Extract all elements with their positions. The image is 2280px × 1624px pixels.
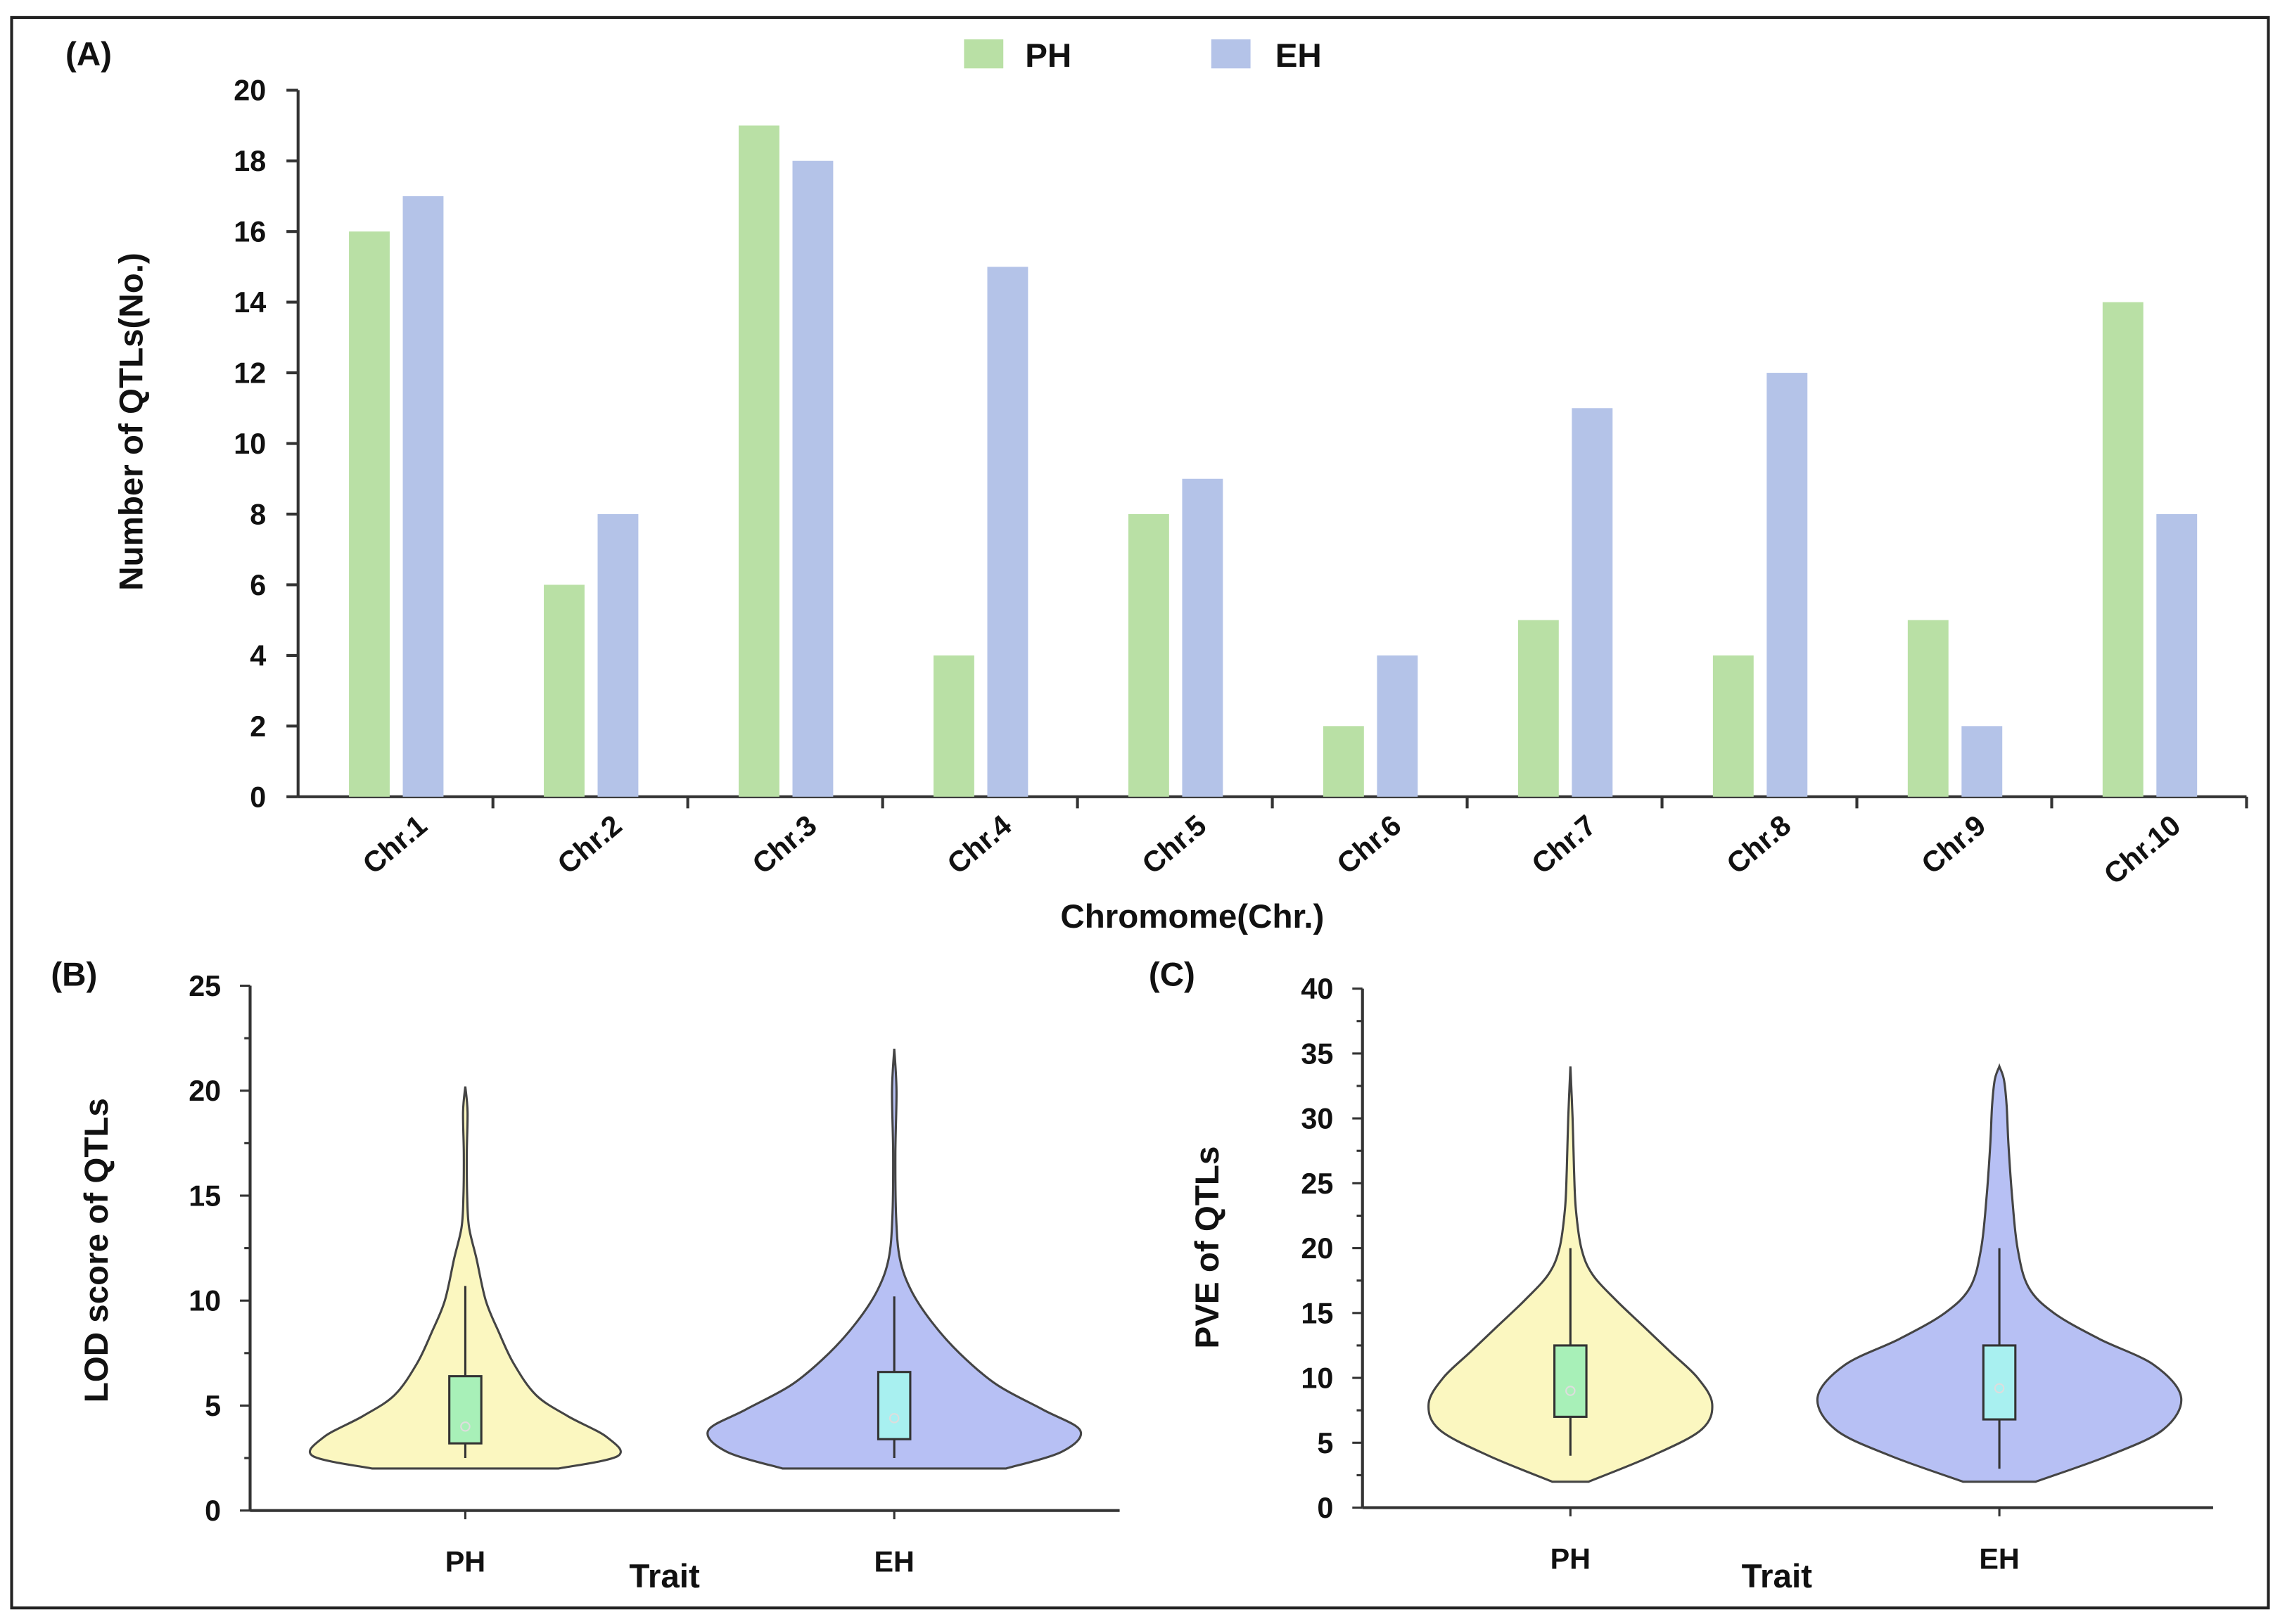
violin-ph [308,1086,622,1470]
y-tick-label: 15 [1301,1297,1333,1329]
y-axis-title: LOD score of QTLs [78,1098,115,1402]
bar-ph-chr8 [1712,655,1754,797]
y-axis-title: PVE of QTLs [1189,1146,1226,1349]
y-tick-label: 5 [205,1390,221,1422]
legend-ph-label: PH [1025,37,1071,75]
y-tick-label: 25 [1301,1168,1333,1200]
y-tick-label: 0 [1317,1492,1333,1524]
median-eh [1994,1383,2005,1394]
y-tick-label: 25 [189,970,221,1002]
x-axis-title: Trait [629,1558,700,1595]
y-tick-label: 15 [189,1179,221,1212]
bar-ph-chr4 [933,655,974,797]
legend-eh-swatch [1211,39,1251,69]
x-tick-label: EH [874,1545,914,1578]
bar-eh-chr7 [1572,408,1613,797]
bar-ph-chr7 [1517,620,1559,797]
bar-eh-chr5 [1182,478,1223,797]
y-tick-label: 35 [1301,1037,1333,1070]
bar-ph-chr6 [1323,726,1364,797]
y-tick-label: 8 [250,498,266,530]
bar-eh-chr8 [1766,373,1808,797]
x-tick-label: EH [1979,1542,2019,1575]
bar-eh-chr1 [402,196,444,797]
y-tick-label: 30 [1301,1103,1333,1135]
y-tick-label: 10 [1301,1362,1333,1395]
y-tick-label: 4 [250,639,266,672]
panel-b-label: (B) [51,957,97,994]
bar-ph-chr5 [1128,513,1169,797]
x-tick-label: PH [445,1545,485,1578]
bar-eh-chr2 [597,513,639,797]
panel-c: (C) PVE of QTLs Trait 0 5 10 15 20 25 30 35 40 PH… [1149,957,2213,1595]
box-ph [448,1375,483,1445]
median-ph [1565,1386,1576,1396]
y-axis-title: Number of QTLs(No.) [113,252,151,591]
y-tick-label: 10 [234,428,266,460]
bar-ph-chr1 [349,231,390,797]
y-tick-label: 12 [234,357,266,390]
violin-eh [706,1048,1083,1470]
y-tick-label: 2 [250,710,266,743]
y-tick-label: 20 [234,75,266,107]
panel-a-label: (A) [65,36,112,73]
y-tick-label: 20 [1301,1232,1333,1265]
x-axis-title: Trait [1742,1558,1813,1595]
box-eh [1982,1344,2017,1421]
bar-ph-chr2 [544,584,585,797]
panel-b: (B) LOD score of QTLs Trait 0 5 10 15 20 25 PH… [51,957,1120,1595]
x-axis-title: Chromome(Chr.) [1060,898,1324,935]
y-tick-label: 14 [234,286,266,319]
bar-eh-chr9 [1961,726,2003,797]
bar-eh-chr10 [2156,513,2198,797]
bar-eh-chr6 [1377,655,1418,797]
y-tick-label: 40 [1301,973,1333,1005]
y-tick-label: 18 [234,145,266,177]
median-ph [460,1421,471,1432]
y-tick-label: 5 [1317,1427,1333,1459]
y-tick-label: 16 [234,216,266,248]
x-tick-label: PH [1550,1542,1591,1575]
y-tick-label: 0 [250,781,266,813]
y-tick-label: 0 [205,1495,221,1527]
bar-eh-chr4 [987,267,1028,797]
bar-ph-chr10 [2102,302,2144,797]
legend-eh-label: EH [1275,37,1322,75]
bar-eh-chr3 [792,160,834,797]
y-tick-label: 20 [189,1075,221,1107]
y-tick-label: 6 [250,569,266,601]
y-tick-label: 10 [189,1285,221,1317]
bar-ph-chr3 [739,125,779,797]
median-eh [889,1413,900,1424]
box-eh [877,1371,912,1440]
box-ph [1553,1344,1588,1418]
bar-ph-chr9 [1907,620,1949,797]
panel-c-label: (C) [1149,957,1195,994]
legend-ph-swatch [964,39,1004,69]
